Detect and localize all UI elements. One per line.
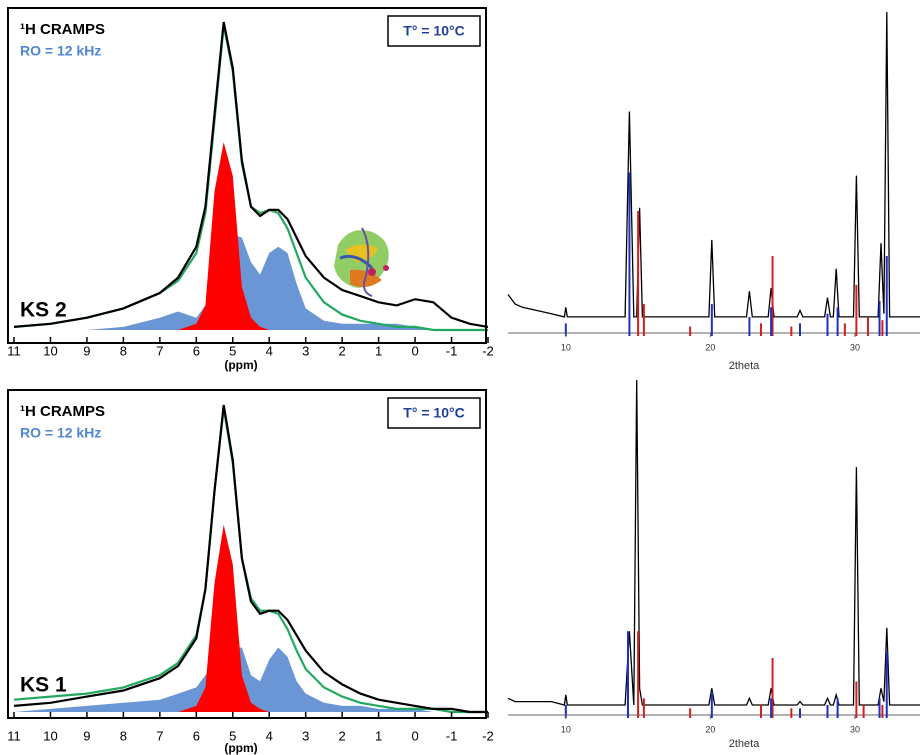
component-area (14, 234, 488, 330)
x-tick-label: 30 (850, 724, 860, 734)
x-tick-label: 6 (193, 728, 200, 743)
x-axis-label: 2theta (729, 360, 760, 372)
plot-frame (7, 389, 487, 719)
x-tick-label: 10 (561, 724, 571, 734)
spectrum-line (13, 407, 488, 714)
x-tick-label: 7 (156, 728, 163, 743)
x-tick-label: 20 (705, 342, 715, 352)
annotation: T° = 10°C (403, 405, 464, 421)
plot-frame (7, 7, 487, 344)
spectrum-subtitle: RO = 12 kHz (20, 43, 101, 59)
x-tick-label: -2 (482, 343, 494, 358)
spectrum-line (507, 379, 920, 706)
x-tick-label: 3 (302, 343, 309, 358)
x-tick-label: 8 (120, 343, 127, 358)
x-tick-label: 6 (193, 343, 200, 358)
x-tick-label: 11 (7, 343, 21, 358)
spectrum-line (507, 11, 920, 318)
sample-label: KS 1 (20, 674, 67, 697)
spectrum-line (13, 21, 489, 328)
x-tick-label: 0 (411, 728, 418, 743)
x-tick-label: 4 (266, 728, 273, 743)
annotation-box (387, 15, 481, 47)
spectrum-title: ¹H CRAMPS (20, 21, 105, 38)
x-tick-label: 4 (266, 343, 273, 358)
x-tick-label: 9 (83, 343, 90, 358)
x-tick-label: 10 (43, 343, 57, 358)
x-tick-label: 5 (229, 728, 236, 743)
x-tick-label: 8 (120, 728, 127, 743)
x-axis-label: (ppm) (224, 358, 257, 372)
spectrum-line (13, 404, 488, 714)
x-tick-label: 1 (375, 728, 382, 743)
annotation: T° = 10°C (403, 23, 464, 39)
x-tick-label: 0 (411, 343, 418, 358)
x-tick-label: 30 (850, 342, 860, 352)
x-axis-label: (ppm) (224, 741, 257, 755)
annotation-box (387, 397, 481, 429)
x-tick-label: 9 (83, 728, 90, 743)
x-tick-label: -2 (482, 728, 494, 743)
x-tick-label: 2 (339, 343, 346, 358)
x-axis-label: 2theta (729, 738, 760, 750)
x-tick-label: 3 (302, 728, 309, 743)
x-tick-label: -1 (446, 343, 458, 358)
x-tick-label: -1 (446, 728, 458, 743)
spectrum-title: ¹H CRAMPS (20, 403, 105, 420)
x-tick-label: 7 (156, 343, 163, 358)
sample-label: KS 2 (20, 299, 67, 322)
x-tick-label: 1 (375, 343, 382, 358)
spectrum-subtitle: RO = 12 kHz (20, 425, 101, 441)
x-tick-label: 10 (561, 342, 571, 352)
component-area (14, 647, 488, 712)
x-tick-label: 20 (705, 724, 715, 734)
x-tick-label: 10 (43, 728, 57, 743)
protein-structure (334, 227, 389, 297)
x-tick-label: 2 (339, 728, 346, 743)
x-tick-label: 11 (7, 728, 21, 743)
x-tick-label: 5 (229, 343, 236, 358)
